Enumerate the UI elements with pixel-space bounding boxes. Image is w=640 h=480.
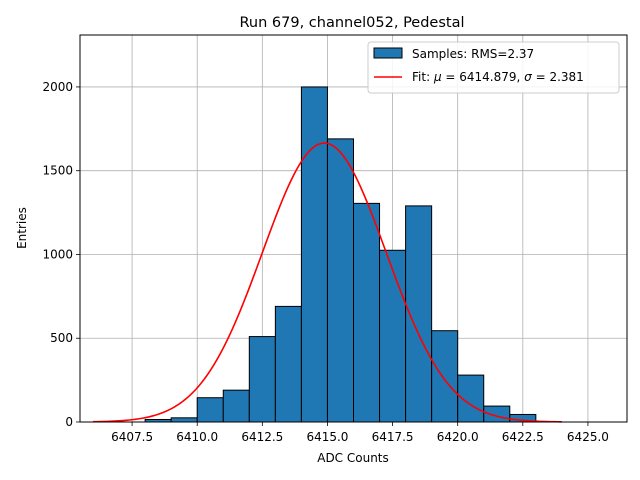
histogram-bar-5 <box>274 305 302 423</box>
histogram-bar-11 <box>431 330 459 423</box>
histogram-bar-7 <box>326 138 355 423</box>
y-tick-label-0: 0 <box>65 415 73 429</box>
y-tick-label-3: 1500 <box>42 164 73 178</box>
histogram-bar-4 <box>248 336 276 423</box>
x-tick-label-5: 6420.0 <box>437 430 479 444</box>
x-tick-label-3: 6415.0 <box>306 430 348 444</box>
legend: Samples: RMS=2.37 Fit: μ = 6414.879, σ =… <box>367 41 620 94</box>
y-axis-ticks: 0 500 1000 1500 2000 <box>42 80 80 429</box>
histogram-bar-8 <box>353 202 381 423</box>
x-axis-ticks: 6407.5 6410.0 6412.5 6415.0 6417.5 6420.0 6422… <box>111 422 609 444</box>
histogram-bar-6 <box>300 86 328 423</box>
y-axis-label: Entries <box>15 207 29 249</box>
legend-histogram-label: Samples: RMS=2.37 <box>412 47 534 61</box>
x-tick-label-4: 6417.5 <box>372 430 414 444</box>
x-tick-label-2: 6412.5 <box>241 430 283 444</box>
legend-box <box>367 41 620 94</box>
x-tick-label-7: 6425.0 <box>567 430 609 444</box>
histogram-bar-1 <box>170 417 198 423</box>
x-axis-label: ADC Counts <box>317 451 389 465</box>
y-tick-label-2: 1000 <box>42 247 73 261</box>
y-tick-label-4: 2000 <box>42 80 73 94</box>
y-tick-label-1: 500 <box>50 331 73 345</box>
histogram-bar-9 <box>379 249 407 423</box>
plot-frame <box>79 34 628 423</box>
legend-fit-label: Fit: μ = 6414.879, σ = 2.381 <box>412 70 584 84</box>
fit-curve-group <box>93 142 562 423</box>
chart-title: Run 679, channel052, Pedestal <box>239 15 464 31</box>
histogram-bar-2 <box>196 397 224 423</box>
histogram-bar-3 <box>222 389 250 423</box>
x-tick-label-0: 6407.5 <box>111 430 153 444</box>
x-tick-label-6: 6422.5 <box>502 430 544 444</box>
fit-curve <box>93 142 562 423</box>
legend-histogram-swatch <box>373 47 403 59</box>
x-tick-label-1: 6410.0 <box>176 430 218 444</box>
